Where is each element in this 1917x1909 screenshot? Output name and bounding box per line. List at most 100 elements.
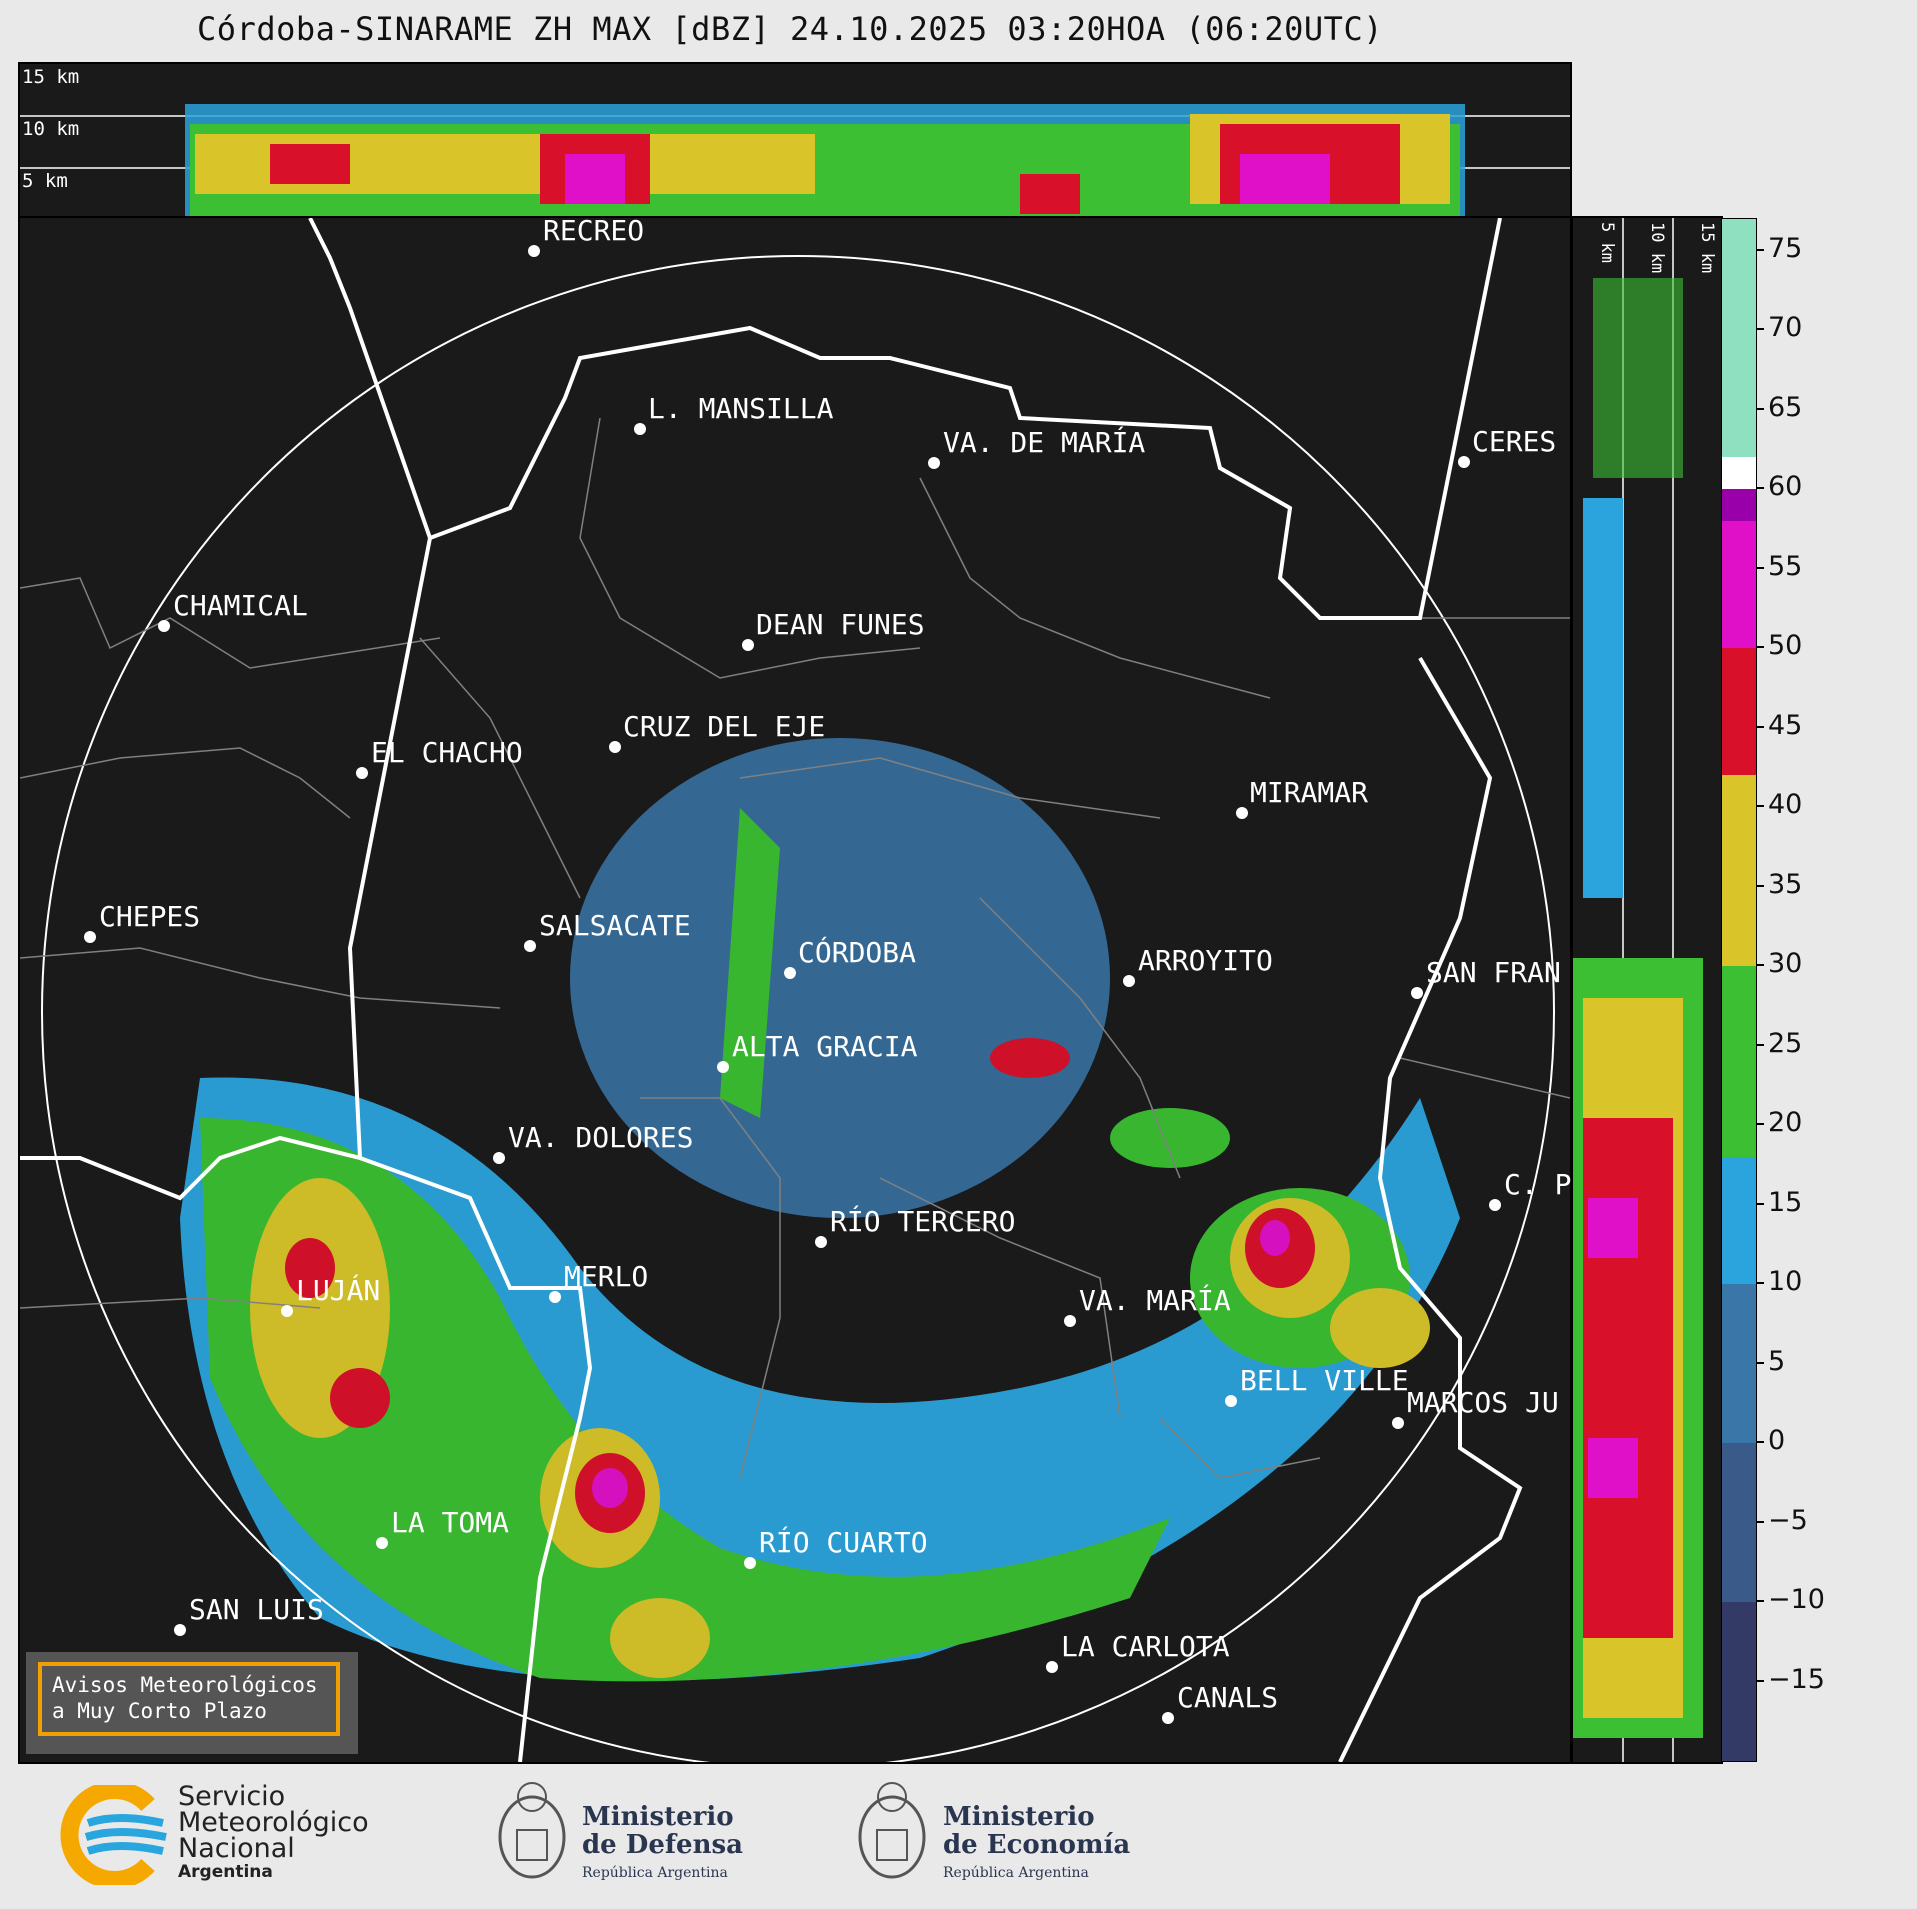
- right-cross-section-panel: 5 km 10 km 15 km: [1571, 216, 1723, 1764]
- colorbar-tick-label: 25: [1768, 1027, 1803, 1059]
- colorbar-tick-label: −5: [1768, 1504, 1808, 1536]
- colorbar-band: [1722, 1602, 1756, 1761]
- economia-line-2: de Economía: [943, 1830, 1131, 1860]
- city-dot: [1392, 1417, 1404, 1429]
- city-label-ceres: CERES: [1472, 425, 1557, 458]
- colorbar-tick: [1756, 646, 1764, 649]
- city-label-alta-gracia: ALTA GRACIA: [732, 1030, 918, 1063]
- top-cross-section-echoes: [20, 104, 1570, 216]
- defensa-line-3: República Argentina: [582, 1865, 728, 1881]
- colorbar-tick-label: 55: [1768, 550, 1803, 582]
- colorbar-tick-label: 30: [1768, 948, 1803, 980]
- colorbar-band: [1722, 457, 1756, 490]
- colorbar-tick-label: 75: [1768, 232, 1803, 264]
- city-dot: [928, 457, 940, 469]
- radar-map-panel: [18, 216, 1572, 1764]
- city-label-la-toma: LA TOMA: [391, 1506, 510, 1539]
- department-borders: [20, 417, 1570, 1479]
- colorbar-tick: [1756, 1043, 1764, 1046]
- city-dot: [784, 967, 796, 979]
- city-label-l-mansilla: L. MANSILLA: [648, 392, 834, 425]
- city-label-salsacate: SALSACATE: [539, 909, 691, 942]
- defensa-line-1: Ministerio: [582, 1802, 734, 1832]
- economia-line-3: República Argentina: [943, 1865, 1089, 1881]
- city-dot: [1046, 1661, 1058, 1673]
- city-label-rio-tercero: RÍO TERCERO: [830, 1205, 1016, 1238]
- right-level-10km: 10 km: [1647, 222, 1667, 274]
- smn-line-3: Nacional: [178, 1833, 295, 1864]
- top-cross-section-panel: 15 km 10 km 5 km: [18, 62, 1572, 218]
- colorbar-tick: [1756, 1441, 1764, 1444]
- smn-line-1: Servicio: [178, 1781, 286, 1812]
- city-dot: [549, 1291, 561, 1303]
- colorbar-tick-label: 20: [1768, 1107, 1803, 1139]
- city-dot: [717, 1061, 729, 1073]
- city-label-arroyito: ARROYITO: [1138, 944, 1273, 977]
- city-label-cordoba: CÓRDOBA: [798, 936, 917, 969]
- city-label-canals: CANALS: [1177, 1681, 1279, 1714]
- top-level-10km: 10 km: [22, 118, 80, 140]
- colorbar-tick: [1756, 725, 1764, 728]
- city-label-va-dolores: VA. DOLORES: [508, 1121, 694, 1154]
- colorbar-tick-label: 70: [1768, 312, 1803, 344]
- city-dot: [1064, 1315, 1076, 1327]
- city-dot: [1458, 456, 1470, 468]
- city-label-c-p: C. P: [1504, 1168, 1572, 1201]
- colorbar-band: [1722, 521, 1756, 649]
- colorbar-tick-label: 15: [1768, 1186, 1803, 1218]
- right-level-15km: 15 km: [1697, 222, 1717, 274]
- city-label-va-de-maria: VA. DE MARÍA: [943, 426, 1146, 459]
- city-label-cruz-del-eje: CRUZ DEL EJE: [623, 710, 826, 743]
- city-dot: [1411, 987, 1423, 999]
- chart-title: Córdoba-SINARAME ZH MAX [dBZ] 24.10.2025…: [197, 10, 1383, 48]
- colorbar-tick: [1756, 805, 1764, 808]
- colorbar-tick: [1756, 1202, 1764, 1205]
- city-dot: [815, 1236, 827, 1248]
- city-label-rio-cuarto: RÍO CUARTO: [759, 1526, 928, 1559]
- city-label-san-fran: SAN FRAN: [1426, 956, 1561, 989]
- city-dot: [1225, 1395, 1237, 1407]
- colorbar-tick-label: 45: [1768, 709, 1803, 741]
- city-dot: [281, 1305, 293, 1317]
- city-label-merlo: MERLO: [564, 1260, 649, 1293]
- colorbar-tick: [1756, 1600, 1764, 1603]
- radar-map: [20, 218, 1570, 1762]
- colorbar-band: [1722, 775, 1756, 967]
- city-dot: [174, 1624, 186, 1636]
- colorbar-tick: [1756, 407, 1764, 410]
- city-dot: [742, 639, 754, 651]
- city-label-dean-funes: DEAN FUNES: [756, 608, 925, 641]
- colorbar-band: [1722, 1443, 1756, 1603]
- city-dot: [1236, 807, 1248, 819]
- colorbar-tick-label: −15: [1768, 1663, 1825, 1695]
- city-dot: [634, 423, 646, 435]
- warning-line-1: Avisos Meteorológicos: [52, 1673, 318, 1697]
- colorbar-tick-label: 35: [1768, 868, 1803, 900]
- colorbar-tick: [1756, 1679, 1764, 1682]
- defensa-line-2: de Defensa: [582, 1830, 743, 1860]
- city-label-recreo: RECREO: [543, 214, 645, 247]
- colorbar-band: [1722, 219, 1756, 458]
- city-dot: [1489, 1199, 1501, 1211]
- colorbar-tick-label: 40: [1768, 789, 1803, 821]
- warning-line-2: a Muy Corto Plazo: [52, 1699, 267, 1723]
- colorbar-tick-label: 10: [1768, 1266, 1803, 1298]
- warning-box-inner[interactable]: Avisos Meteorológicos a Muy Corto Plazo: [38, 1662, 340, 1736]
- city-label-miramar: MIRAMAR: [1250, 776, 1369, 809]
- top-level-5km: 5 km: [22, 170, 68, 192]
- defensa-seal-icon: [498, 1782, 566, 1879]
- colorbar-band: [1722, 1156, 1756, 1285]
- city-dot: [356, 767, 368, 779]
- city-dot: [609, 741, 621, 753]
- province-borders: [20, 218, 1523, 1762]
- colorbar-tick: [1756, 1520, 1764, 1523]
- warning-box[interactable]: Avisos Meteorológicos a Muy Corto Plazo: [26, 1652, 358, 1754]
- colorbar-tick: [1756, 566, 1764, 569]
- economia-line-1: Ministerio: [943, 1802, 1095, 1832]
- colorbar-tick: [1756, 964, 1764, 967]
- city-label-el-chacho: EL CHACHO: [371, 736, 523, 769]
- colorbar-tick: [1756, 248, 1764, 251]
- colorbar-tick: [1756, 1361, 1764, 1364]
- city-label-san-luis: SAN LUIS: [189, 1593, 324, 1626]
- city-label-chamical: CHAMICAL: [173, 589, 308, 622]
